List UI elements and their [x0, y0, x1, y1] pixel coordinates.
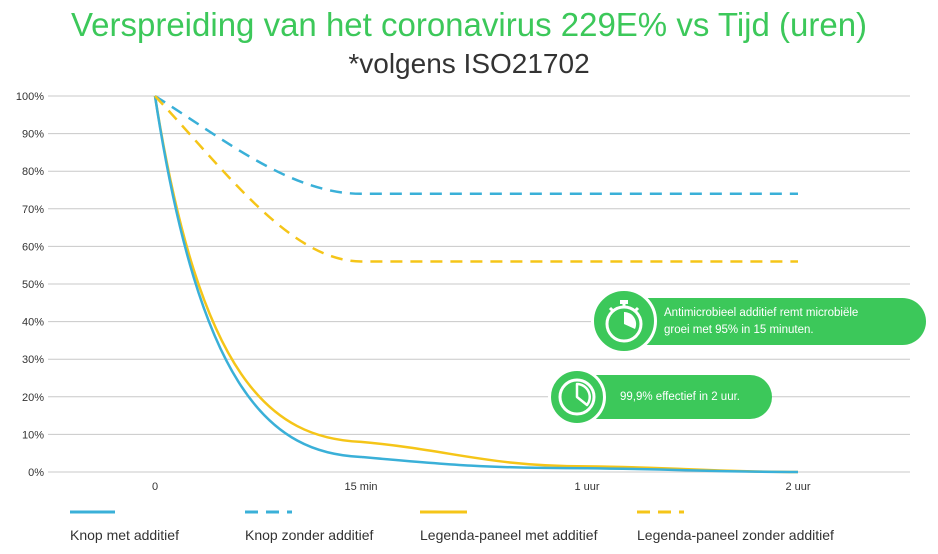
y-tick-label: 30% [22, 354, 44, 366]
chart-subtitle: *volgens ISO21702 [348, 48, 590, 79]
legend-label: Legenda-paneel met additief [420, 527, 598, 543]
legend-label: Knop met additief [70, 527, 179, 543]
y-tick-label: 70% [22, 204, 44, 216]
y-tick-label: 90% [22, 129, 44, 141]
x-tick-label: 1 uur [574, 481, 599, 493]
legend-label: Legenda-paneel zonder additief [637, 527, 834, 543]
chart-title: Verspreiding van het coronavirus 229E% v… [70, 6, 868, 43]
series-line-1 [154, 94, 798, 196]
series-line-0 [153, 95, 799, 474]
stopwatch-icon [591, 288, 657, 354]
series-line-3 [154, 95, 798, 263]
y-tick-label: 100% [16, 91, 44, 103]
x-tick-label: 15 min [344, 481, 377, 493]
x-tick-label: 2 uur [785, 481, 810, 493]
y-tick-label: 60% [22, 241, 44, 253]
annotation-99-9-percent: 99,9% effectief in 2 uur. [548, 368, 772, 426]
annotation-95-percent: Antimicrobieel additief remt microbiële … [591, 288, 926, 354]
y-tick-label: 50% [22, 279, 44, 291]
y-tick-label: 40% [22, 317, 44, 329]
annotation-text: 99,9% effectief in 2 uur. [620, 391, 740, 403]
y-tick-label: 10% [22, 429, 44, 441]
legend-label: Knop zonder additief [245, 527, 374, 543]
clock-icon [548, 368, 606, 426]
annotation-text-line1: Antimicrobieel additief remt microbiële [664, 307, 859, 319]
y-tick-label: 80% [22, 166, 44, 178]
y-tick-label: 0% [28, 467, 44, 479]
x-tick-label: 0 [152, 481, 158, 493]
y-tick-label: 20% [22, 392, 44, 404]
annotation-text-line2: groei met 95% in 15 minuten. [664, 324, 814, 336]
